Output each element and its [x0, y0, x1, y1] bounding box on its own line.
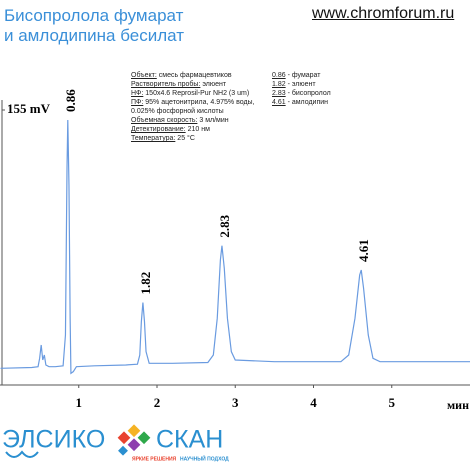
- note-text: 3 мл/мин: [199, 117, 229, 124]
- note-label: Детектирование:: [131, 126, 186, 133]
- x-tick-label: 2: [154, 395, 161, 410]
- logo-square: [137, 431, 151, 445]
- legend-rt: 0.86: [272, 72, 286, 79]
- logo-slogan: НАУЧНЫЙ ПОДХОД: [180, 454, 229, 462]
- title-line: и амлодипина бесилат: [4, 26, 185, 45]
- logo-square: [117, 431, 131, 445]
- note-text: 210 нм: [187, 126, 210, 133]
- note-text: 150x4.6 Reprosil-Pur NH2 (3 um): [145, 90, 250, 97]
- title: Бисопролола фумарат и амлодипина бесилат: [4, 6, 184, 46]
- note-label: Объект:: [131, 72, 157, 79]
- legend-rt: 4.61: [272, 99, 286, 106]
- legend-row: 2.83 - бисопролол: [272, 89, 331, 98]
- note-row: Растворитель пробы: элюент: [131, 80, 255, 89]
- logo-right: СКАН: [156, 426, 223, 454]
- note-label: ПФ:: [131, 99, 144, 106]
- note-text: 25 °C: [177, 135, 195, 142]
- note-label: НФ:: [131, 90, 144, 97]
- legend-name: - бисопролол: [287, 90, 331, 97]
- legend-name: - элюент: [287, 81, 316, 88]
- x-axis-label: мин: [447, 398, 469, 412]
- y-tick-label: 155 mV: [7, 101, 51, 116]
- note-row: ПФ: 95% ацетонитрила, 4.975% воды,: [131, 98, 255, 107]
- x-tick-label: 3: [232, 395, 239, 410]
- note-text: 95% ацетонитрила, 4.975% воды,: [145, 99, 255, 106]
- note-label: Объемная скорость:: [131, 117, 198, 124]
- signal-line: [0, 119, 470, 375]
- legend-rt: 2.83: [272, 90, 286, 97]
- title-line: Бисопролола фумарат: [4, 6, 184, 25]
- note-text: смесь фармацевтиков: [158, 72, 232, 79]
- note-row: Температура: 25 °C: [131, 134, 255, 143]
- notes: Объект: смесь фармацевтиков Растворитель …: [131, 71, 255, 143]
- logo-square: [127, 438, 141, 452]
- legend-name: - амлодипин: [287, 99, 329, 106]
- peak-label: 4.61: [356, 239, 371, 262]
- note-row: Объемная скорость: 3 мл/мин: [131, 116, 255, 125]
- peak-label: 1.82: [138, 272, 153, 295]
- peak-legend: 0.86 - фумарат 1.82 - элюент 2.83 - бисопр…: [272, 71, 331, 107]
- legend-name: - фумарат: [287, 72, 321, 79]
- legend-row: 1.82 - элюент: [272, 80, 331, 89]
- note-row: Детектирование: 210 нм: [131, 125, 255, 134]
- logo-square: [118, 445, 128, 456]
- url[interactable]: www.chromforum.ru: [312, 5, 455, 22]
- logo-square: [127, 424, 141, 438]
- note-label: Растворитель пробы:: [131, 81, 201, 88]
- note-row: Объект: смесь фармацевтиков: [131, 71, 255, 80]
- note-text: элюент: [202, 81, 227, 88]
- note-label: Температура:: [131, 135, 176, 142]
- x-tick-label: 5: [389, 395, 396, 410]
- logo-wave: [5, 450, 39, 458]
- note-text: 0.025% фосфорной кислоты: [131, 108, 224, 115]
- logo: ЭЛСИКО СКАН ЯРКИЕ РЕШЕНИЯ НАУЧНЫЙ ПОДХОД: [2, 424, 229, 462]
- x-tick-label: 4: [310, 395, 317, 410]
- logo-slogan: ЯРКИЕ РЕШЕНИЯ: [132, 456, 177, 462]
- note-row: НФ: 150x4.6 Reprosil-Pur NH2 (3 um): [131, 89, 255, 98]
- legend-row: 0.86 - фумарат: [272, 71, 331, 80]
- peak-label: 0.86: [63, 89, 78, 112]
- x-tick-label: 1: [76, 395, 83, 410]
- legend-row: 4.61 - амлодипин: [272, 98, 331, 107]
- logo-left: ЭЛСИКО: [2, 426, 105, 454]
- legend-rt: 1.82: [272, 81, 286, 88]
- note-row: 0.025% фосфорной кислоты: [131, 107, 255, 116]
- peak-label: 2.83: [217, 214, 232, 237]
